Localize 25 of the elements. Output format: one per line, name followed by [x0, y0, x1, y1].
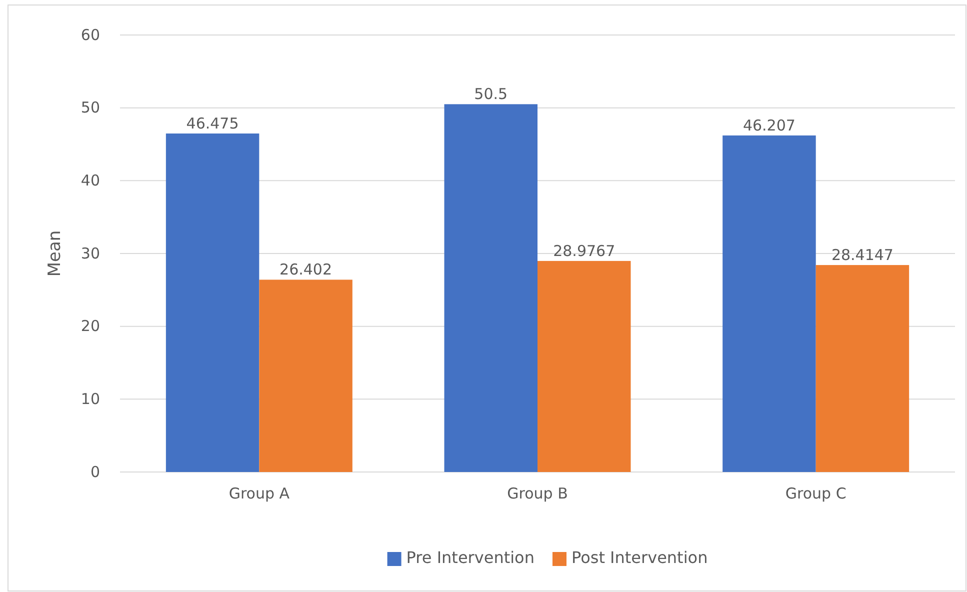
bar	[444, 104, 538, 472]
y-tick-label: 40	[80, 171, 100, 190]
bar	[816, 265, 910, 472]
legend-label: Post Intervention	[571, 548, 708, 567]
data-label: 50.5	[474, 85, 508, 104]
data-label: 46.207	[742, 116, 796, 134]
y-tick-label: 60	[80, 26, 100, 44]
data-label: 26.402	[280, 260, 332, 279]
bar	[166, 134, 260, 472]
bar	[259, 280, 352, 472]
x-tick-label: Group B	[507, 484, 568, 503]
data-label: 28.9767	[553, 242, 616, 260]
y-tick-label: 20	[80, 317, 100, 336]
legend-label: Pre Intervention	[406, 548, 534, 567]
bar	[722, 135, 816, 472]
y-tick-label: 10	[80, 390, 100, 408]
y-tick-label: 30	[80, 244, 100, 262]
data-label: 46.475	[186, 114, 239, 133]
y-tick-label: 0	[90, 462, 100, 481]
y-axis-title: Mean	[45, 230, 65, 277]
data-label: 28.4147	[831, 246, 894, 264]
x-tick-label: Group A	[228, 484, 290, 503]
x-tick-label: Group C	[785, 484, 846, 503]
y-tick-label: 50	[80, 98, 100, 117]
bar	[538, 260, 631, 472]
